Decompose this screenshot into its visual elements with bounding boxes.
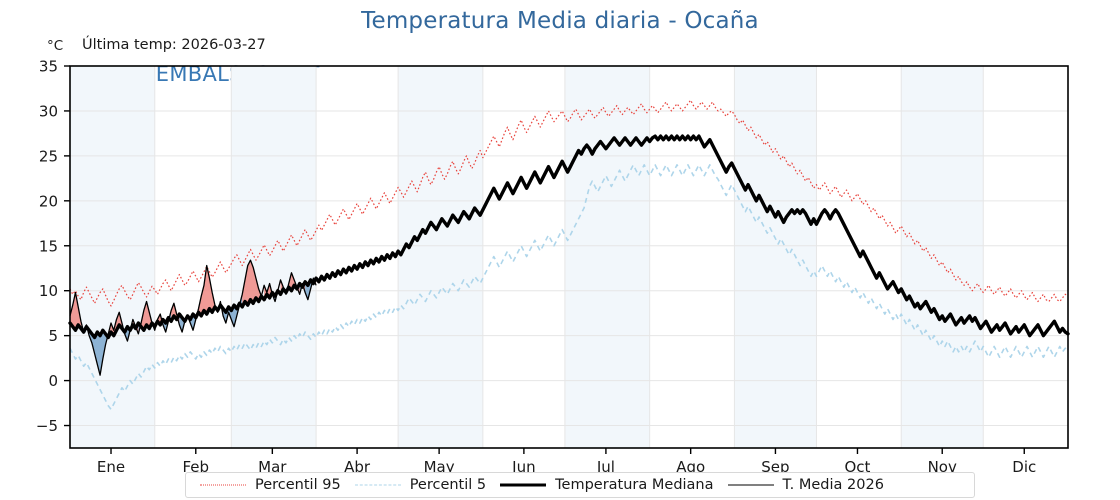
month-band: [70, 66, 155, 448]
y-tick-label: 20: [39, 192, 58, 210]
page-title: Temperatura Media diaria - Ocaña: [361, 8, 759, 34]
x-tick-label: Ago: [676, 458, 705, 476]
y-axis-unit-label: °C: [47, 38, 64, 54]
legend-item-label: Percentil 95: [255, 477, 341, 493]
series-line-percentil-95: [69, 99, 1069, 307]
legend-swatch-p5-icon: [354, 479, 401, 491]
y-tick-label: 15: [39, 237, 58, 255]
cold-anomaly-fill: [89, 330, 109, 376]
chart-legend: Percentil 95 Percentil 5 Temperatura Media…: [185, 472, 975, 498]
x-tick-label: Dic: [1012, 458, 1036, 476]
month-band: [231, 66, 317, 448]
y-tick-label: 0: [48, 372, 58, 390]
plot-frame: [69, 65, 1069, 449]
x-tick-label: Feb: [182, 458, 209, 476]
y-axis: 35 30 25 20 15 10 5 0 −5: [36, 58, 70, 435]
x-tick-label: Sep: [761, 458, 789, 476]
cold-anomaly-fill: [190, 308, 199, 331]
series-lines: [68, 99, 1070, 411]
y-tick-label: 25: [39, 147, 58, 165]
axes: [69, 65, 1069, 449]
x-tick-label: Jun: [511, 458, 535, 476]
series-line-t-media-2026: [69, 259, 317, 376]
x-tick-label: May: [424, 458, 455, 476]
x-tick-label: Abr: [344, 458, 371, 476]
series-line-temperatura-mediana: [68, 134, 1070, 340]
legend-swatch-cur-icon: [727, 479, 774, 491]
x-tick-label: Oct: [844, 458, 870, 476]
legend-item[interactable]: T. Media 2026: [714, 473, 884, 497]
month-band: [564, 66, 650, 448]
last-temp-label: Última temp: 2026-03-27: [82, 37, 266, 53]
legend-item-label: T. Media 2026: [782, 477, 884, 493]
warm-anomaly-fill: [141, 301, 153, 331]
x-tick-label: Ene: [97, 458, 125, 476]
y-tick-label: −5: [36, 417, 58, 435]
month-band: [734, 66, 817, 448]
warm-anomaly-fill: [171, 303, 180, 325]
month-bands: [70, 66, 984, 448]
legend-item[interactable]: Percentil 95: [186, 473, 341, 497]
series-line-percentil-5: [69, 164, 1069, 411]
x-tick-label: Nov: [928, 458, 957, 476]
legend-item-label: Temperatura Mediana: [555, 477, 714, 493]
x-axis: Ene Feb Mar Abr May Jun Jul Ago Sep Oct Nov Dic: [97, 448, 1036, 476]
legend-swatch-med-icon: [500, 479, 547, 491]
legend-swatch-p95-icon: [200, 479, 246, 491]
y-tick-label: 10: [39, 282, 58, 300]
y-tick-label: 5: [48, 327, 58, 345]
grid-lines: [70, 65, 1068, 448]
legend-item[interactable]: Temperatura Mediana: [486, 473, 714, 497]
legend-item[interactable]: Percentil 5: [341, 473, 486, 497]
month-band: [901, 66, 984, 448]
y-tick-label: 30: [39, 102, 58, 120]
x-tick-label: Jul: [596, 458, 615, 476]
x-tick-label: Mar: [258, 458, 287, 476]
month-band: [398, 66, 483, 448]
legend-item-label: Percentil 5: [409, 477, 487, 493]
y-tick-label: 35: [39, 58, 58, 76]
warm-anomaly-fill: [198, 265, 218, 316]
